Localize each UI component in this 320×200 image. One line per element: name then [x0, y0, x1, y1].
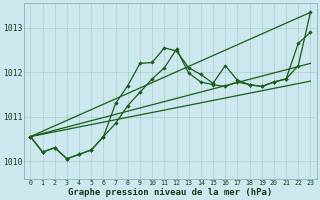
X-axis label: Graphe pression niveau de la mer (hPa): Graphe pression niveau de la mer (hPa) [68, 188, 273, 197]
